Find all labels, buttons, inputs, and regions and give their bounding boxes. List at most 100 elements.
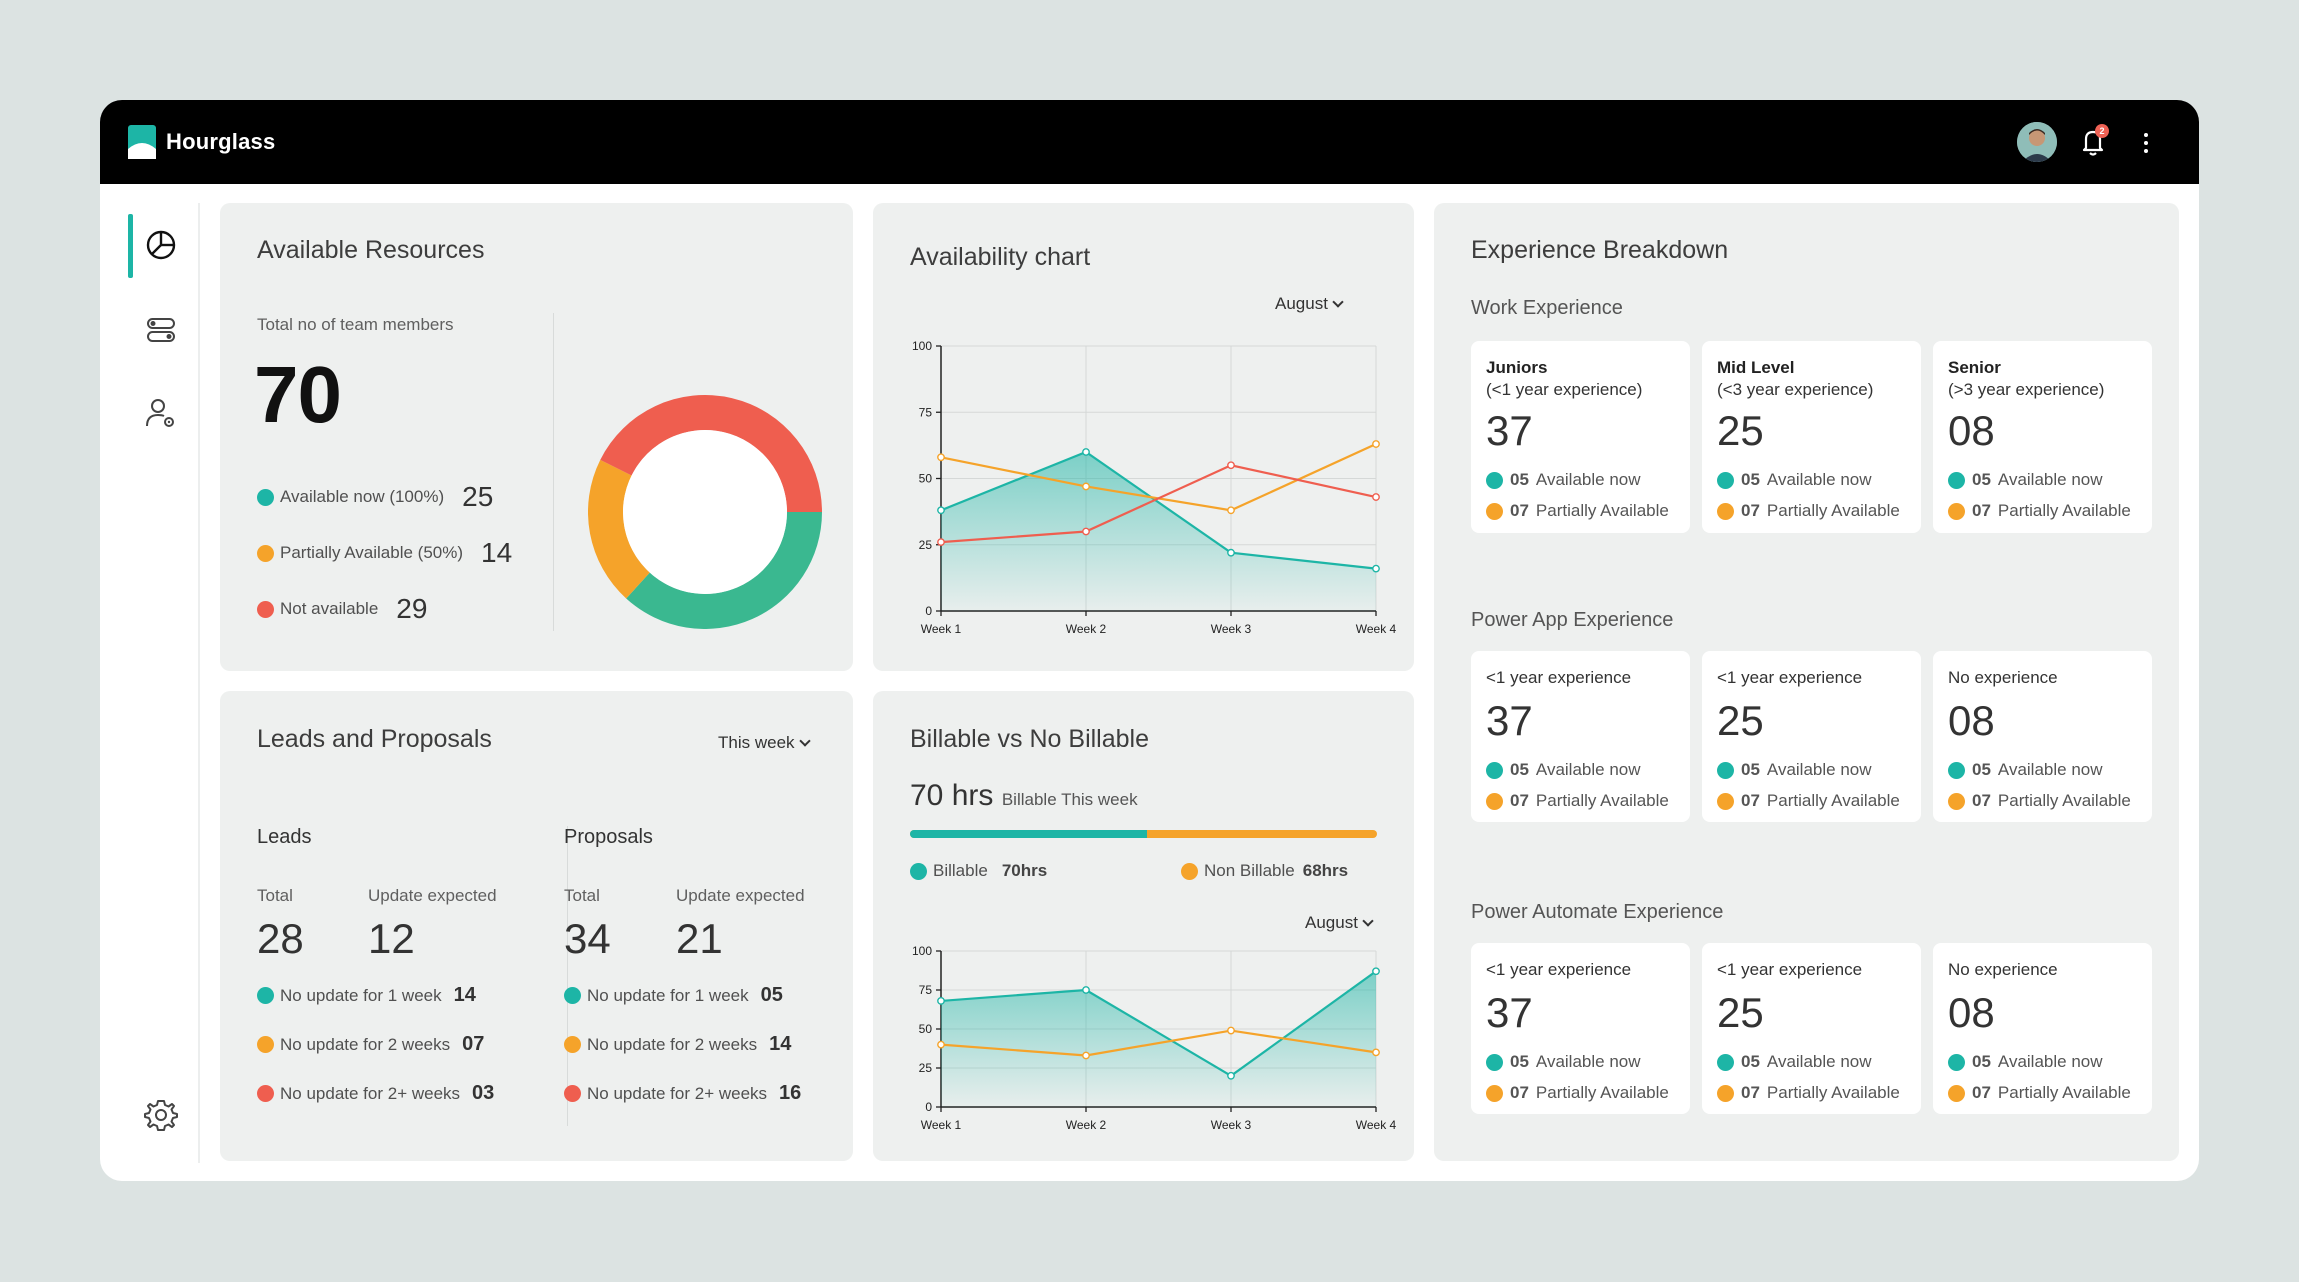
available-label: Available now (1766, 470, 1872, 489)
row-value: 07 (462, 1033, 485, 1055)
proposals-heading: Proposals (564, 826, 653, 848)
user-avatar[interactable] (2017, 122, 2057, 162)
teal-dot (564, 987, 581, 1004)
divider (553, 313, 554, 631)
leads-update-label: Update expected (368, 886, 497, 905)
partial-count: 07 (1741, 1083, 1760, 1102)
data-point (1372, 1048, 1380, 1057)
experience-box: Juniors (<1 year experience) 37 05 Available… (1471, 341, 1690, 533)
available-now-row: 05 Available now (1948, 470, 2103, 490)
partially-available-row: 07 Partially Available (1948, 501, 2131, 521)
month-dropdown[interactable]: August (1275, 294, 1344, 314)
partial-count: 07 (1510, 1083, 1529, 1102)
experience-box: Senior (>3 year experience) 08 05 Available … (1933, 341, 2152, 533)
row-value: 16 (779, 1082, 802, 1104)
orange-dot (1717, 792, 1734, 810)
data-point (1372, 967, 1380, 976)
available-count: 05 (1741, 1052, 1760, 1071)
teal-dot (1717, 761, 1734, 779)
experience-box: <1 year experience 37 05 Available now 07 Par… (1471, 943, 1690, 1114)
billable-line-chart: 0 25 50 75 100 Week 1 Week 2 Week 3 Week 4 (912, 944, 1397, 1132)
legend-label: Billable (933, 861, 988, 880)
red-dot (257, 600, 274, 618)
donut-hole (623, 430, 787, 594)
section-title: Power App Experience (1471, 609, 1674, 631)
legend-label: Non Billable (1204, 861, 1295, 880)
dropdown-value: August (1305, 913, 1358, 932)
sidebar (120, 203, 200, 1163)
available-count: 05 (1510, 1052, 1529, 1071)
red-dot (564, 1085, 581, 1102)
app-logo[interactable]: Hourglass (128, 125, 275, 159)
experience-range: <1 year experience (1486, 960, 1632, 979)
x-tick-label: Week 1 (921, 1118, 962, 1132)
available-now-row: 05 Available now (1717, 760, 1872, 780)
y-tick-label: 25 (919, 538, 933, 552)
series-line (940, 1029, 1377, 1057)
dropdown-value: This week (718, 733, 795, 752)
experience-range: No experience (1948, 960, 2058, 979)
partially-available-row: 07 Partially Available (1717, 1083, 1900, 1103)
dashboard-icon[interactable] (144, 228, 178, 262)
y-tick-label: 50 (919, 472, 933, 486)
series-line (940, 464, 1377, 544)
week-dropdown[interactable]: This week (718, 733, 811, 753)
partial-count: 07 (1972, 1083, 1991, 1102)
chevron-down-icon (1362, 915, 1374, 927)
top-bar: Hourglass 2 (100, 100, 2199, 184)
y-tick-label: 25 (919, 1061, 933, 1075)
gear-icon[interactable] (144, 1098, 178, 1132)
experience-level: Senior (1948, 358, 2001, 377)
experience-label: Senior (>3 year experience) (1948, 357, 2104, 401)
x-tick-label: Week 1 (921, 622, 962, 636)
chevron-down-icon (798, 735, 811, 747)
available-label: Available now (1766, 1052, 1872, 1071)
row-label: No update for 1 week (587, 985, 749, 1005)
orange-dot (1486, 1084, 1503, 1102)
experience-label: Mid Level (<3 year experience) (1717, 357, 1873, 401)
orange-dot (1948, 1084, 1965, 1102)
experience-box: <1 year experience 37 05 Available now 07 Par… (1471, 651, 1690, 822)
experience-range: (<3 year experience) (1717, 380, 1874, 399)
toggles-icon[interactable] (144, 313, 178, 347)
experience-count: 37 (1486, 407, 1533, 454)
legend-value: 25 (462, 481, 494, 512)
user-settings-icon[interactable] (144, 396, 178, 430)
bell-icon[interactable] (2077, 124, 2109, 160)
teal-dot (910, 862, 927, 880)
partial-count: 07 (1741, 791, 1760, 810)
red-dot (257, 1085, 274, 1102)
legend-available: Available now (100%) 25 (257, 481, 493, 513)
partial-label: Partially Available (1766, 1083, 1900, 1102)
teal-dot (257, 488, 274, 506)
month-dropdown[interactable]: August (1305, 913, 1374, 933)
row-value: 14 (769, 1033, 792, 1055)
y-tick-label: 0 (925, 1100, 932, 1114)
available-now-row: 05 Available now (1717, 1052, 1872, 1072)
data-point (937, 538, 945, 547)
orange-dot (257, 1036, 274, 1053)
billable-progress-fill (910, 830, 1147, 838)
experience-label: Juniors (<1 year experience) (1486, 357, 1642, 401)
proposals-row-2weeks: No update for 2 weeks 14 (564, 1033, 791, 1056)
more-options-icon[interactable] (2138, 126, 2154, 160)
teal-dot (1948, 471, 1965, 489)
available-count: 05 (1741, 470, 1760, 489)
card-title: Available Resources (257, 236, 485, 264)
row-value: 14 (453, 984, 476, 1006)
experience-level: Mid Level (1717, 358, 1795, 377)
data-point (1082, 527, 1090, 536)
row-value: 05 (760, 984, 783, 1006)
orange-dot (564, 1036, 581, 1053)
orange-dot (1717, 502, 1734, 520)
leads-heading: Leads (257, 826, 312, 848)
experience-count: 08 (1948, 989, 1995, 1036)
availability-chart-card: Availability chart August 0 25 50 75 100 Week… (873, 203, 1414, 671)
proposals-update-label: Update expected (676, 886, 805, 905)
active-indicator (128, 214, 133, 278)
data-point (1227, 548, 1235, 557)
partial-count: 07 (1510, 791, 1529, 810)
experience-box: No experience 08 05 Available now 07 Partiall… (1933, 651, 2152, 822)
partially-available-row: 07 Partially Available (1717, 791, 1900, 811)
available-label: Available now (1997, 760, 2103, 779)
